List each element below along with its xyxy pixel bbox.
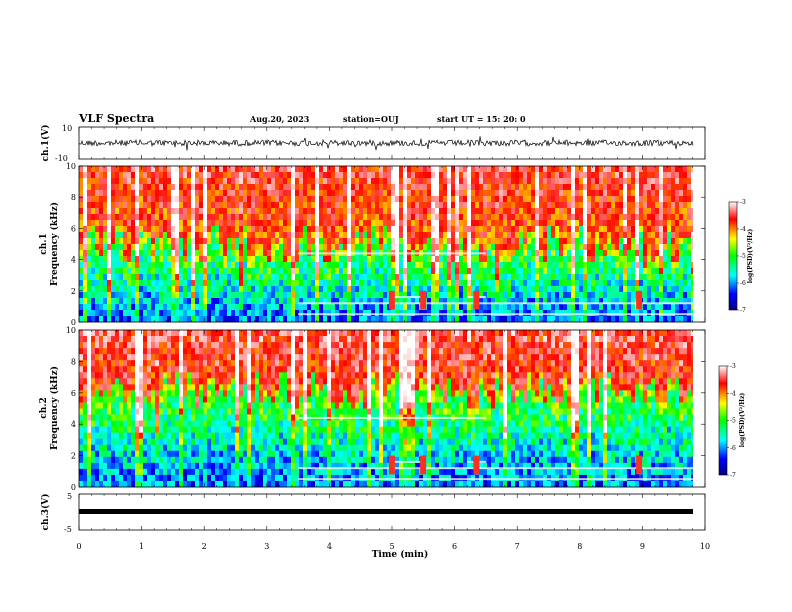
ch2-freq-ylabel: Frequency (kHz) — [49, 366, 60, 450]
colorbar-tick-label: -6 — [730, 445, 736, 452]
colorbar-tick-label: -4 — [740, 226, 746, 233]
colorbar-tick-label: -3 — [730, 363, 736, 370]
colorbar-tick-label: -5 — [730, 418, 736, 425]
x-tick-label: 5 — [389, 542, 394, 551]
ch3-waveform-ylabel: ch.3(V) — [40, 494, 51, 531]
ch2-spectrogram — [79, 330, 705, 488]
ch1-colorbar-ticks: -3 -4 -5 -6 -7 — [737, 199, 746, 314]
freq-tick-label: 4 — [71, 420, 76, 429]
ch1-ytick-bottom: -10 — [55, 154, 68, 163]
ch3-ytick-bottom: -5 — [64, 525, 72, 534]
ch3-waveform-panel: 5 -5 ch.3(V) — [40, 492, 706, 534]
ch2-label: ch.2 — [39, 397, 49, 418]
ch2-colorbar-ticks: -3 -4 -5 -6 -7 — [727, 363, 736, 479]
ch1-freq-ticks: 0 2 4 6 8 10 — [66, 162, 705, 327]
x-tick-label: 4 — [327, 542, 332, 551]
ch2-freq-ticks: 0 2 4 6 8 10 — [66, 326, 705, 492]
colorbar-tick-label: -4 — [730, 390, 736, 397]
x-tick-label: 2 — [202, 542, 207, 551]
freq-tick-label: 10 — [66, 326, 76, 335]
start-time-label: start UT = 15: 20: 0 — [437, 114, 526, 124]
freq-tick-label: 8 — [71, 357, 76, 366]
x-tick-label: 6 — [452, 542, 457, 551]
colorbar-tick-label: -7 — [730, 472, 736, 479]
freq-tick-label: 0 — [71, 483, 76, 492]
x-tick-label: 10 — [700, 542, 710, 551]
freq-tick-label: 0 — [71, 318, 76, 327]
station-label: station=OUJ — [343, 114, 399, 124]
freq-tick-label: 10 — [66, 162, 76, 171]
ch3-waveform — [79, 509, 693, 514]
x-tick-label: 3 — [264, 542, 269, 551]
colorbar-tick-label: -5 — [740, 253, 746, 260]
ch1-label: ch.1 — [39, 233, 49, 254]
x-tick-label: 7 — [515, 542, 520, 551]
x-tick-label: 8 — [577, 542, 582, 551]
ch1-waveform — [78, 136, 694, 151]
ch1-waveform-ylabel: ch.1(V) — [40, 125, 51, 162]
freq-tick-label: 6 — [71, 389, 76, 398]
freq-tick-label: 4 — [71, 256, 76, 265]
freq-tick-label: 2 — [71, 452, 76, 461]
ch1-waveform-panel: 10 -10 ch.1(V) — [40, 124, 706, 163]
freq-tick-label: 2 — [71, 287, 76, 296]
ch2-colorbar — [718, 365, 728, 476]
ch1-freq-ylabel: Frequency (kHz) — [49, 202, 60, 286]
x-tick-label: 0 — [76, 542, 81, 551]
x-tick-label: 9 — [640, 542, 645, 551]
x-axis-label: Time (min) — [372, 549, 429, 560]
chart-title: VLF Spectra — [78, 112, 154, 125]
ch1-spectrogram — [79, 166, 705, 323]
ch1-colorbar — [728, 201, 738, 311]
ch3-ytick-top: 5 — [67, 492, 72, 501]
colorbar-tick-label: -7 — [740, 307, 746, 314]
ch2-colorbar-label: log(PSD)(V²/Hz) — [739, 393, 746, 448]
colorbar-tick-label: -6 — [740, 280, 746, 287]
x-tick-label: 1 — [139, 542, 144, 551]
freq-tick-label: 8 — [71, 193, 76, 202]
date-label: Aug.20, 2023 — [249, 114, 310, 124]
colorbar-tick-label: -3 — [740, 199, 746, 206]
freq-tick-label: 6 — [71, 224, 76, 233]
ch1-ytick-top: 10 — [62, 124, 72, 133]
x-axis: 0 1 2 3 4 5 6 7 8 9 10 — [76, 127, 710, 551]
ch1-colorbar-label: log(PSD)(V²/Hz) — [747, 229, 754, 284]
